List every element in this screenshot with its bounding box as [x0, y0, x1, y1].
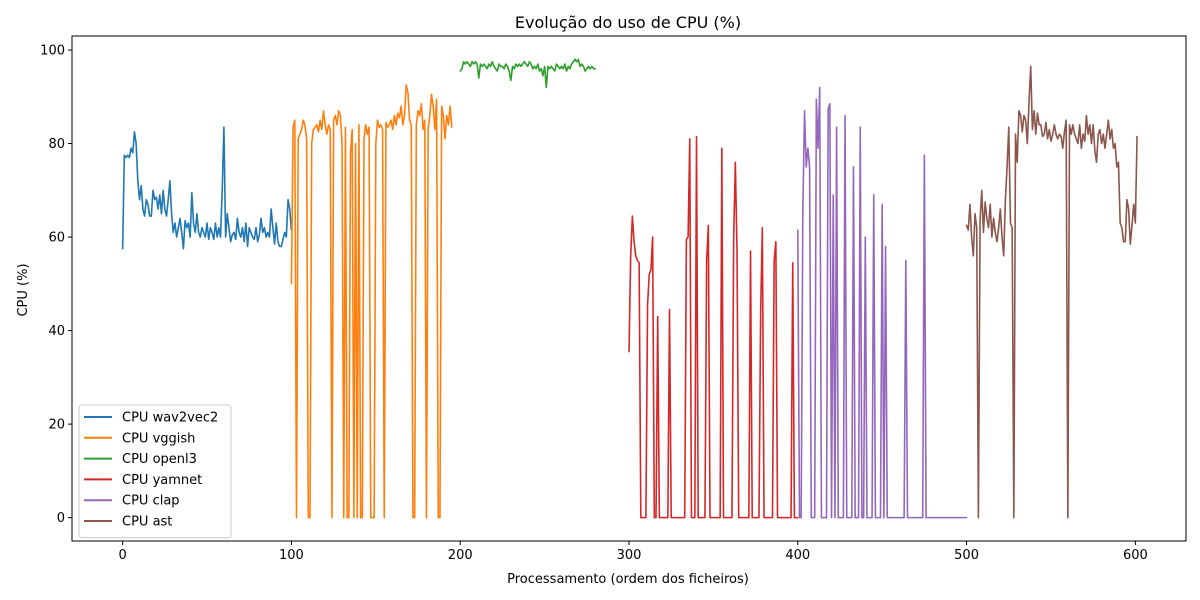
plot-frame [71, 35, 1187, 542]
legend: CPU wav2vec2 CPU vggish CPU openl3 CPU yamn… [78, 404, 232, 539]
y-tick-label: 20 [48, 418, 65, 433]
x-tick-label: 0 [118, 548, 126, 563]
series-line-cpu-openl3 [459, 58, 597, 89]
x-tick-label: 200 [448, 548, 473, 563]
y-tick-label: 100 [40, 44, 65, 59]
x-tick-label: 300 [617, 548, 642, 563]
legend-entry-label: CPU vggish [122, 431, 195, 446]
y-tick-label: 80 [48, 137, 65, 152]
y-axis: 0 20 40 60 80 100 [40, 44, 72, 526]
y-tick-label: 60 [48, 231, 65, 246]
x-tick-label: 100 [279, 548, 304, 563]
plot-area [121, 58, 1138, 519]
x-tick-label: 400 [785, 548, 810, 563]
legend-entry-label: CPU clap [122, 494, 180, 509]
y-tick-label: 0 [57, 511, 65, 526]
x-axis-label: Processamento (ordem dos ficheiros) [507, 572, 749, 587]
chart-title: Evolução do uso de CPU (%) [515, 13, 741, 32]
x-tick-label: 600 [1123, 548, 1148, 563]
legend-entry-label: CPU openl3 [122, 452, 197, 467]
series-line-cpu-clap [796, 86, 968, 519]
series-line-cpu-yamnet [628, 135, 799, 519]
series-line-cpu-wav2vec2 [121, 126, 293, 250]
x-tick-label: 500 [954, 548, 979, 563]
legend-entry-label: CPU wav2vec2 [122, 411, 218, 426]
y-axis-label: CPU (%) [16, 263, 31, 316]
x-axis: 0 100 200 300 400 500 600 [118, 541, 1148, 563]
legend-entry-label: CPU yamnet [122, 473, 202, 488]
series-line-cpu-vggish [290, 84, 453, 519]
series-line-cpu-ast [965, 65, 1138, 519]
y-tick-label: 40 [48, 324, 65, 339]
legend-entry-label: CPU ast [122, 515, 172, 530]
legend-box [78, 404, 232, 539]
